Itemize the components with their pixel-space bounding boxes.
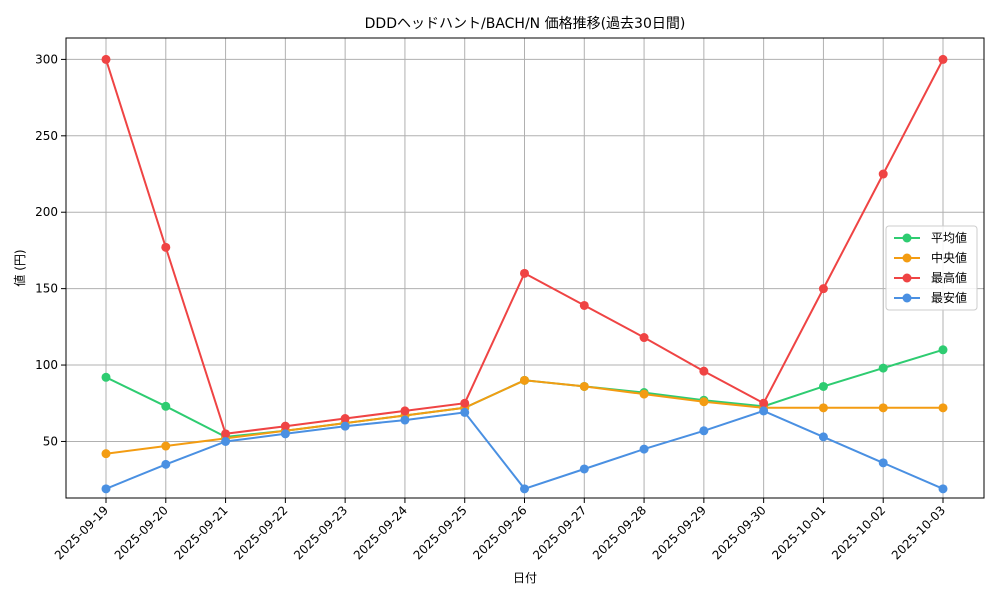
data-point: [759, 406, 769, 416]
data-point: [221, 436, 231, 446]
data-point: [579, 300, 589, 310]
data-point: [878, 363, 888, 373]
data-point: [938, 345, 948, 355]
x-tick-label: 2025-09-25: [411, 503, 470, 562]
data-point: [639, 333, 649, 343]
x-tick-label: 2025-09-28: [590, 503, 649, 562]
data-point: [699, 366, 709, 376]
x-tick-label: 2025-09-19: [52, 503, 111, 562]
legend-label: 平均値: [931, 230, 967, 245]
data-point: [400, 415, 410, 425]
data-point: [579, 381, 589, 391]
data-point: [400, 406, 410, 416]
data-point: [818, 381, 828, 391]
legend-marker: [902, 253, 912, 263]
data-point: [161, 459, 171, 469]
x-tick-label: 2025-10-03: [889, 503, 948, 562]
x-axis: 2025-09-19 2025-09-20 2025-09-21 2025-09-22…: [52, 498, 948, 562]
y-tick-label: 250: [35, 129, 58, 143]
x-tick-label: 2025-10-02: [829, 503, 888, 562]
x-tick-label: 2025-09-23: [291, 503, 350, 562]
data-point: [101, 54, 111, 64]
y-tick-label: 200: [35, 205, 58, 219]
data-point: [759, 398, 769, 408]
series-3: [101, 406, 948, 494]
x-tick-label: 2025-09-29: [650, 503, 709, 562]
data-point: [699, 426, 709, 436]
data-point: [280, 421, 290, 431]
data-point: [460, 398, 470, 408]
data-point: [280, 429, 290, 439]
x-tick-label: 2025-09-24: [351, 503, 410, 562]
legend-box: [885, 225, 978, 311]
legend-marker: [902, 293, 912, 303]
y-tick-label: 150: [35, 282, 58, 296]
data-point: [340, 421, 350, 431]
y-axis: 50 100 150 200 250 300: [35, 52, 66, 448]
x-tick-label: 2025-10-01: [769, 503, 828, 562]
data-point: [818, 284, 828, 294]
data-point: [938, 403, 948, 413]
x-tick-label: 2025-09-21: [171, 503, 230, 562]
series-2: [101, 54, 948, 439]
y-tick-label: 300: [35, 52, 58, 66]
data-point: [938, 54, 948, 64]
y-axis-label: 値 (円): [12, 249, 27, 286]
data-point: [878, 169, 888, 179]
data-point: [878, 458, 888, 468]
grid: [66, 38, 984, 498]
x-tick-label: 2025-09-27: [530, 503, 589, 562]
data-point: [520, 268, 529, 278]
data-point: [161, 242, 171, 252]
legend-label: 最高値: [931, 270, 967, 285]
data-point: [161, 401, 171, 411]
data-point: [340, 414, 350, 424]
legend-marker: [902, 233, 912, 243]
x-tick-label: 2025-09-26: [470, 503, 529, 562]
x-tick-label: 2025-09-22: [231, 503, 290, 562]
data-point: [101, 484, 111, 494]
data-point: [161, 441, 171, 451]
data-point: [818, 432, 828, 442]
data-point: [460, 407, 470, 417]
data-point: [101, 449, 111, 459]
data-point: [520, 484, 529, 494]
data-point: [579, 464, 589, 474]
x-tick-label: 2025-09-20: [112, 503, 171, 562]
data-point: [878, 403, 888, 413]
legend-label: 最安値: [931, 290, 967, 305]
chart-title: DDDヘッドハント/BACH/N 価格推移(過去30日間): [365, 16, 686, 32]
data-point: [639, 444, 649, 454]
data-point: [818, 403, 828, 413]
data-point: [938, 484, 948, 494]
data-point: [221, 429, 231, 439]
data-point: [101, 372, 111, 382]
y-tick-label: 50: [43, 434, 58, 448]
y-tick-label: 100: [35, 358, 58, 372]
legend-marker: [902, 273, 912, 283]
x-tick-label: 2025-09-30: [710, 503, 769, 562]
x-axis-label: 日付: [513, 571, 537, 585]
data-point: [639, 389, 649, 399]
series-group: [101, 54, 948, 494]
legend-label: 中央値: [931, 250, 967, 265]
data-point: [699, 397, 709, 407]
data-point: [520, 375, 529, 385]
